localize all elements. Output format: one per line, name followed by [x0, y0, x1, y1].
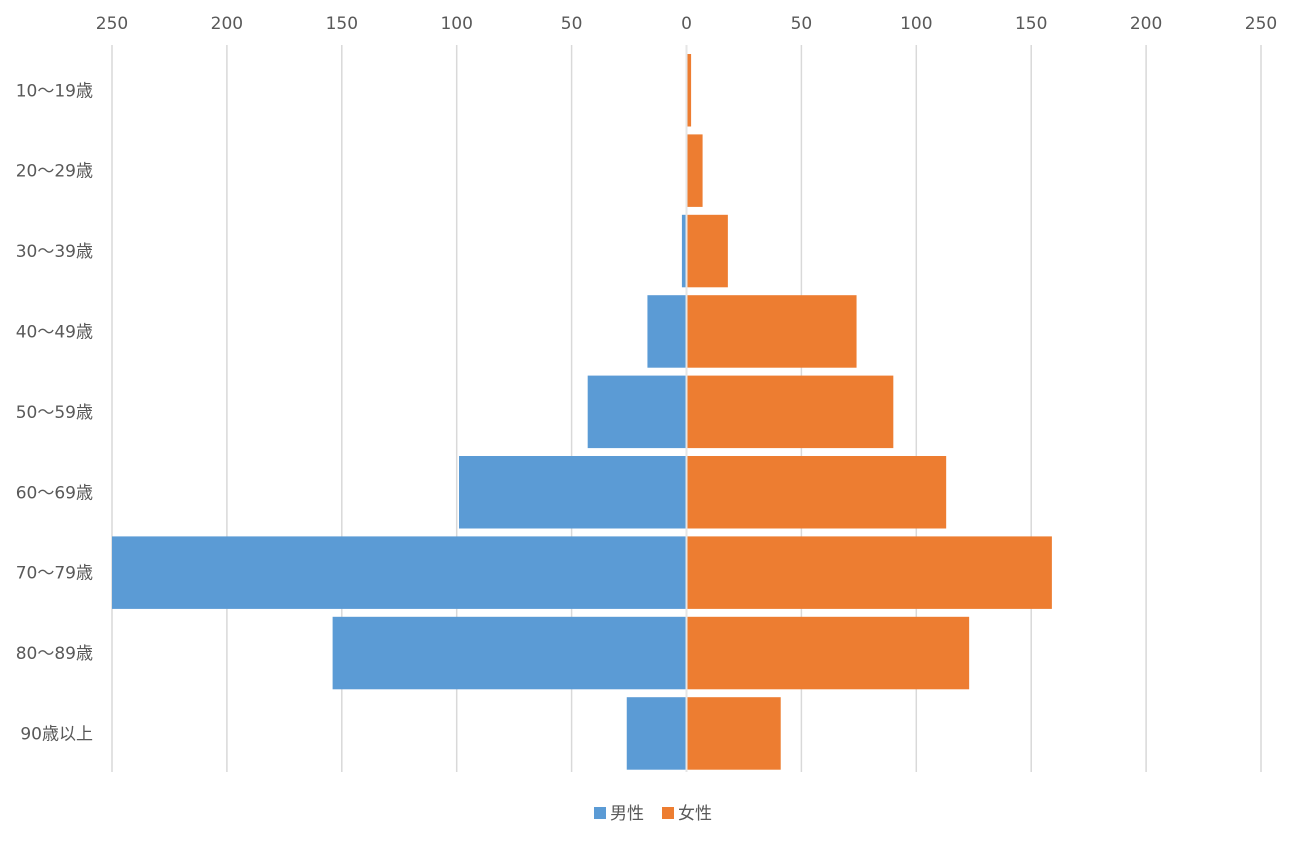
legend-swatch-male: [594, 807, 606, 819]
bar-male: [681, 214, 687, 288]
legend-swatch-female: [662, 807, 674, 819]
x-tick-label: 200: [211, 14, 243, 34]
category-label: 70〜79歳: [16, 564, 93, 584]
bar-female: [686, 697, 781, 770]
bar-female: [686, 536, 1052, 609]
bar-male: [112, 536, 687, 609]
category-label: 40〜49歳: [16, 322, 93, 342]
bar-female: [686, 54, 692, 127]
bar-female: [686, 616, 970, 690]
bar-male: [332, 616, 687, 690]
x-tick-label: 50: [791, 14, 813, 34]
x-tick-label: 100: [440, 14, 472, 34]
legend: 男性 女性: [594, 804, 712, 824]
category-label: 80〜89歳: [16, 644, 93, 664]
category-label: 60〜69歳: [16, 483, 93, 503]
x-tick-label: 250: [1245, 14, 1277, 34]
bar-male: [647, 295, 687, 368]
category-label: 20〜29歳: [16, 162, 93, 182]
bar-female: [686, 375, 894, 449]
category-label: 50〜59歳: [16, 403, 93, 423]
x-tick-label: 50: [561, 14, 583, 34]
bar-female: [686, 214, 728, 288]
bar-male: [587, 375, 687, 449]
bars: [112, 54, 1052, 770]
legend-label-female: 女性: [678, 804, 712, 824]
bar-female: [686, 295, 857, 368]
x-tick-label: 0: [681, 14, 692, 34]
category-label: 30〜39歳: [16, 242, 93, 262]
x-tick-label: 100: [900, 14, 932, 34]
category-label: 90歳以上: [20, 724, 93, 744]
x-tick-label: 200: [1130, 14, 1162, 34]
category-label: 10〜19歳: [16, 81, 93, 101]
x-tick-label: 150: [326, 14, 358, 34]
bar-female: [686, 134, 703, 207]
bar-female: [686, 456, 947, 529]
x-tick-label: 150: [1015, 14, 1047, 34]
x-axis-ticks: 250 200 150 100 50 0 50 100 150 200 250: [96, 14, 1277, 34]
x-tick-label: 250: [96, 14, 128, 34]
bar-male: [626, 697, 687, 770]
bar-male: [458, 456, 687, 529]
category-labels: 10〜19歳 20〜29歳 30〜39歳 40〜49歳 50〜59歳 60〜69歳 70〜7…: [16, 81, 93, 744]
legend-label-male: 男性: [610, 804, 644, 824]
